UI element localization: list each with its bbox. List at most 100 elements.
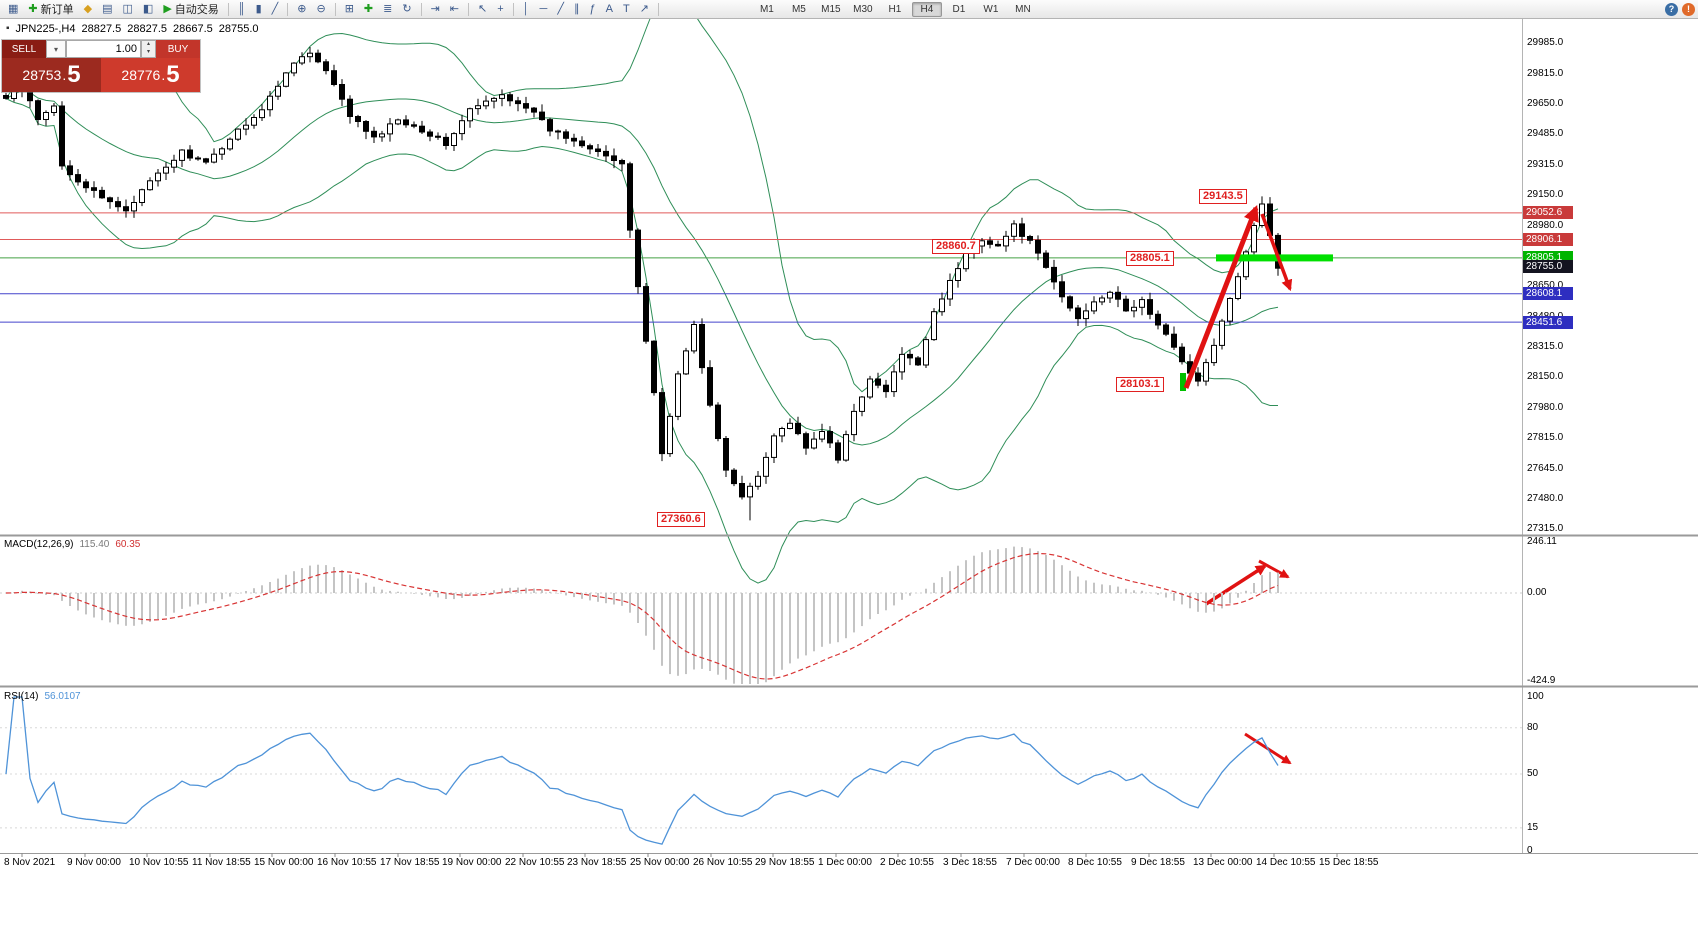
green-support-bar[interactable] (1216, 254, 1333, 262)
tile-windows-button[interactable]: ⊞ (341, 0, 358, 18)
data-window-button[interactable]: ◫ (119, 0, 137, 18)
label-button[interactable]: T (619, 0, 634, 18)
auto-scroll-button[interactable]: ⇥ (427, 0, 444, 18)
navigator-button[interactable]: ◧ (139, 0, 157, 18)
timeframe-m1-button[interactable]: M1 (759, 3, 774, 15)
channel-button[interactable]: ∥ (570, 0, 584, 18)
timeframe-mn-button[interactable]: MN (1015, 3, 1031, 15)
market-watch-button[interactable]: ▤ (98, 0, 116, 18)
price-annotation-label[interactable]: 29143.5 (1199, 189, 1247, 204)
crosshair-button[interactable]: + (493, 0, 507, 18)
price-annotation-label[interactable]: 27360.6 (657, 512, 705, 527)
arrows-button[interactable]: ↗ (636, 0, 653, 18)
trendline-icon: ╱ (557, 2, 564, 15)
trend-arrow[interactable] (1205, 564, 1267, 606)
macd-indicator-label: MACD(12,26,9) 115.40 60.35 (4, 539, 140, 550)
timeframe-h4-button[interactable]: H4 (911, 1, 942, 17)
autotrading-button[interactable]: ▶ 自动交易 (159, 0, 222, 18)
candle-body (147, 180, 153, 191)
zoom-out-button[interactable]: ⊖ (312, 0, 329, 18)
zoom-out-icon: ⊖ (316, 2, 326, 15)
timeframe-m5-button[interactable]: M5 (791, 3, 806, 15)
toolbar-group-trade: ▦ ✚ 新订单 ◆ ▤ ◫ ◧ ▶ 自动交易 (3, 0, 224, 18)
candle-body (795, 422, 801, 435)
zoom-in-button[interactable]: ⊕ (293, 0, 310, 18)
chart-shift-button[interactable]: ⇤ (446, 0, 463, 18)
candle-body (1219, 320, 1225, 346)
candle-body (1227, 298, 1233, 322)
lightning-icon: ◆ (83, 2, 93, 15)
stepper-down-icon[interactable]: ▾ (146, 49, 150, 55)
vertical-line-button[interactable]: │ (519, 0, 534, 18)
price-annotation-label[interactable]: 28103.1 (1116, 377, 1164, 392)
candle-body (403, 119, 409, 126)
sell-button[interactable]: SELL (2, 40, 46, 58)
price-annotation-label[interactable]: 28805.1 (1126, 251, 1174, 266)
candle-body (779, 428, 785, 437)
candle-body (835, 442, 841, 461)
timeframe-m15-button[interactable]: M15 (821, 3, 841, 15)
templates-button[interactable]: ≣ (379, 0, 396, 18)
buy-button[interactable]: BUY (156, 40, 200, 58)
timeframe-h1-button[interactable]: H1 (888, 3, 902, 15)
trend-arrow[interactable] (1258, 559, 1290, 579)
price-annotation-label[interactable]: 28860.7 (932, 239, 980, 254)
candle-body (1131, 306, 1137, 312)
cursor-button[interactable]: ↖ (474, 0, 491, 18)
trend-arrow[interactable] (1260, 213, 1293, 292)
price-tag: 29052.6 (1523, 206, 1573, 219)
buy-price-dot: . (161, 67, 166, 83)
indicators-icon: ✚ (363, 2, 374, 15)
macd-signal-line (5, 552, 1279, 680)
chart-window-button[interactable]: ▦ (4, 0, 22, 18)
price-axis-label: 27645.0 (1527, 463, 1564, 474)
candle-body (531, 107, 537, 113)
indicators-button[interactable]: ✚ (360, 0, 377, 18)
volume-stepper[interactable]: ▴ ▾ (141, 40, 156, 58)
vertical-line-icon: │ (522, 2, 530, 15)
candlestick-chart-button[interactable]: ▮ (252, 0, 266, 18)
toolbar: ▦ ✚ 新订单 ◆ ▤ ◫ ◧ ▶ 自动交易 ║ ▮ ╱ ⊕ ⊖ ⊞ ✚ ≣ ↻ ⇥ ⇤ ↖ + │ ─ ╱ ∥ ƒ A T ↗ M1 M5 M… (0, 0, 1698, 19)
quick-trade-button[interactable]: ◆ (80, 0, 96, 18)
timeframe-w1-button[interactable]: W1 (983, 3, 999, 15)
alert-icon[interactable]: ! (1682, 2, 1695, 16)
candle-body (235, 128, 241, 140)
ohlc-low: 28667.5 (173, 23, 213, 35)
price-axis-label: 28650.0 (1527, 280, 1564, 291)
candle-body (459, 120, 465, 135)
candle-body (179, 149, 185, 161)
line-chart-button[interactable]: ╱ (268, 0, 283, 18)
help-icon[interactable]: ? (1665, 2, 1678, 16)
horizontal-line-button[interactable]: ─ (536, 0, 552, 18)
price-tag: 28451.6 (1523, 316, 1573, 329)
stepper-up-icon[interactable]: ▴ (146, 41, 150, 47)
candle-body (659, 392, 665, 455)
volume-input[interactable] (66, 40, 141, 58)
refresh-button[interactable]: ↻ (398, 0, 415, 18)
sell-price-button[interactable]: 28753 . 5 (2, 58, 101, 92)
trend-arrow[interactable] (1183, 205, 1259, 389)
arrow-icon: ↗ (639, 2, 649, 15)
timeframe-d1-button[interactable]: D1 (952, 3, 966, 15)
buy-price-dec: 5 (166, 61, 180, 88)
volume-dropdown[interactable]: ▾ (46, 40, 66, 58)
price-axis-label: 28150.0 (1527, 371, 1564, 382)
text-button[interactable]: A (602, 0, 617, 18)
candle-body (707, 367, 713, 406)
new-order-button[interactable]: ✚ 新订单 (24, 0, 77, 18)
candle-body (747, 485, 753, 498)
candle-body (443, 136, 449, 146)
fibonacci-button[interactable]: ƒ (585, 0, 599, 18)
candle-body (595, 148, 601, 152)
bar-chart-button[interactable]: ║ (234, 0, 250, 18)
candle-body (1163, 324, 1169, 335)
timeframe-m30-button[interactable]: M30 (853, 3, 873, 15)
candle-body (491, 97, 497, 102)
label-icon: T (622, 2, 630, 15)
candle-body (955, 268, 961, 282)
trendline-button[interactable]: ╱ (553, 0, 568, 18)
candle-body (995, 243, 1001, 247)
buy-price-button[interactable]: 28776 . 5 (101, 58, 200, 92)
